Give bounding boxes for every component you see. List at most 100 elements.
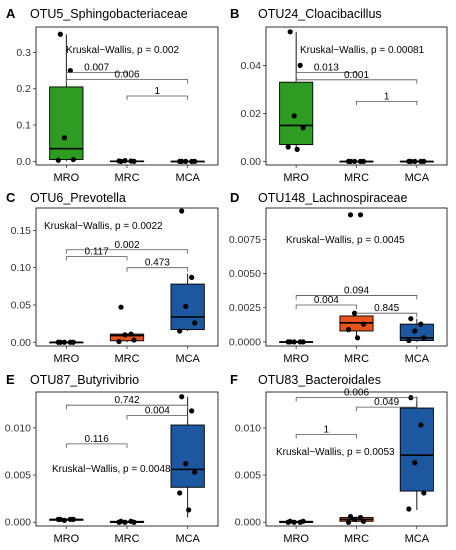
y-tick-label: 0.02 bbox=[241, 108, 262, 120]
data-point bbox=[406, 337, 412, 344]
data-point bbox=[347, 212, 354, 218]
x-tick-label: MCA bbox=[405, 533, 430, 545]
x-tick-label: MRO bbox=[53, 172, 79, 184]
data-point bbox=[291, 113, 297, 119]
data-point bbox=[408, 316, 414, 322]
data-point bbox=[189, 274, 195, 280]
data-point bbox=[285, 519, 291, 525]
data-point bbox=[406, 158, 412, 164]
data-point bbox=[412, 328, 418, 334]
y-tick-label: 0.010 bbox=[5, 422, 31, 434]
data-point bbox=[406, 506, 412, 512]
comparison-pvalue: 0.094 bbox=[344, 285, 369, 296]
panel-title: OTU83_Bacteroidales bbox=[258, 373, 381, 387]
data-point bbox=[61, 339, 67, 345]
x-tick-label: MRC bbox=[344, 353, 369, 365]
comparison-bracket bbox=[295, 434, 357, 439]
data-point bbox=[122, 158, 128, 164]
y-tick-label: 0.000 bbox=[235, 517, 261, 529]
comparison-bracket bbox=[295, 79, 418, 84]
comparison-bracket bbox=[65, 249, 189, 254]
y-tick-label: 0.0025 bbox=[229, 302, 261, 314]
data-point bbox=[131, 337, 137, 343]
x-tick-label: MCA bbox=[175, 172, 200, 184]
y-tick-label: 0.10 bbox=[11, 262, 32, 274]
comparison-pvalue: 0.845 bbox=[374, 303, 399, 314]
comparison-bracket bbox=[65, 79, 189, 84]
x-tick-label: MRC bbox=[114, 172, 139, 184]
y-tick-label: 0.04 bbox=[241, 60, 262, 72]
panel-c: C OTU6_Prevotella 0.00 0.05 0.10 0.15 MRO MRC MC… bbox=[6, 190, 219, 365]
kruskal-wallis-label: Kruskal−Wallis, p = 0.0045 bbox=[286, 235, 405, 246]
y-tick-label: 0.3 bbox=[16, 47, 31, 59]
data-point bbox=[67, 67, 73, 74]
comparison-pvalue: 0.117 bbox=[85, 246, 110, 257]
panel-letter: D bbox=[230, 190, 239, 205]
panel-title: OTU24_Cloacibacillus bbox=[258, 7, 382, 21]
kruskal-wallis-label: Kruskal−Wallis, p = 0.0048 bbox=[52, 464, 171, 475]
comparison-pvalue: 0.007 bbox=[84, 62, 109, 73]
comparison-bracket bbox=[356, 312, 418, 318]
comparison-bracket bbox=[126, 95, 189, 100]
data-point bbox=[294, 146, 300, 152]
comparison-bracket bbox=[65, 404, 189, 410]
comparison-bracket bbox=[356, 406, 418, 412]
panel-a: A OTU5_Sphingobacteriaceae 0.0 0.1 0.2 0.3 MRO… bbox=[6, 6, 219, 184]
y-tick-label: 0.15 bbox=[11, 225, 32, 237]
data-point bbox=[177, 158, 183, 164]
data-point bbox=[357, 514, 364, 521]
comparison-pvalue: 0.473 bbox=[145, 258, 170, 269]
data-point bbox=[183, 158, 189, 164]
comparison-pvalue: 0.116 bbox=[85, 434, 110, 445]
data-point bbox=[285, 339, 291, 345]
data-point bbox=[300, 518, 306, 524]
y-tick-label: 0.1 bbox=[16, 120, 31, 132]
comparison-pvalue: 0.742 bbox=[114, 395, 139, 406]
data-point bbox=[421, 335, 427, 341]
data-point bbox=[70, 156, 76, 163]
panel-letter: B bbox=[230, 6, 239, 21]
y-tick-label: 0.0050 bbox=[229, 268, 261, 280]
x-tick-label: MRO bbox=[283, 353, 309, 365]
data-point bbox=[300, 125, 306, 131]
y-tick-label: 0.0075 bbox=[229, 234, 261, 246]
comparison-pvalue: 1 bbox=[324, 424, 330, 435]
panel-letter: E bbox=[6, 372, 15, 387]
data-point bbox=[183, 461, 189, 467]
data-point bbox=[291, 339, 297, 345]
panel-title: OTU87_Butyrivibrio bbox=[30, 373, 139, 387]
data-point bbox=[116, 338, 122, 345]
y-tick-label: 0.010 bbox=[235, 422, 261, 434]
data-point bbox=[116, 519, 122, 525]
x-tick-label: MRC bbox=[114, 533, 139, 545]
data-point bbox=[179, 394, 185, 400]
x-tick-label: MRO bbox=[283, 533, 309, 545]
comparison-bracket bbox=[295, 397, 418, 402]
data-point bbox=[189, 408, 195, 414]
panel-e: E OTU87_Butyrivibrio 0.000 0.005 0.010 MRO MRC… bbox=[5, 372, 219, 545]
y-tick-label: 0.00 bbox=[11, 337, 32, 349]
comparison-bracket bbox=[356, 101, 418, 106]
data-point bbox=[297, 62, 303, 68]
panel-title: OTU5_Sphingobacteriaceae bbox=[30, 7, 188, 21]
box-mro bbox=[49, 86, 84, 161]
data-point bbox=[351, 158, 358, 164]
data-point bbox=[183, 303, 189, 310]
comparison-bracket bbox=[295, 72, 357, 77]
data-point bbox=[131, 158, 137, 164]
data-point bbox=[412, 158, 418, 164]
box-mro bbox=[279, 81, 314, 146]
data-point bbox=[57, 31, 63, 37]
data-point bbox=[418, 422, 424, 428]
data-point bbox=[291, 519, 297, 525]
y-tick-label: 0.0000 bbox=[229, 336, 261, 348]
comparison-pvalue: 0.006 bbox=[344, 388, 369, 399]
comparison-pvalue: 0.001 bbox=[344, 70, 369, 81]
data-point bbox=[70, 516, 76, 522]
y-tick-label: 0.005 bbox=[5, 470, 31, 482]
x-tick-label: MRC bbox=[344, 533, 369, 545]
panel-letter: A bbox=[6, 6, 16, 21]
comparison-bracket bbox=[65, 71, 128, 77]
data-point bbox=[345, 158, 352, 164]
